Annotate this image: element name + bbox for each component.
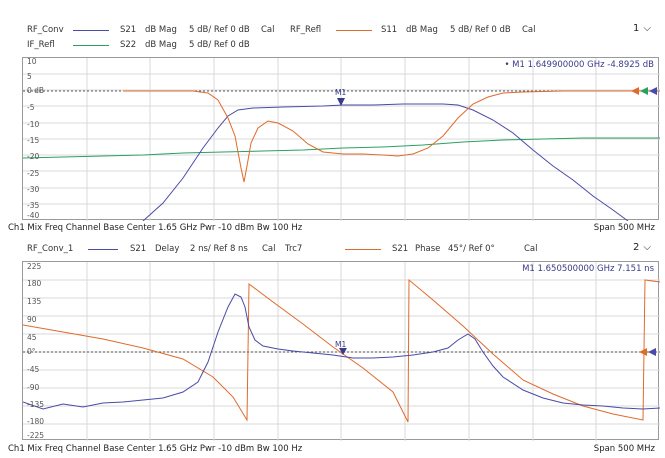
trace-delay [23, 293, 660, 410]
y-tick: -5 [27, 103, 35, 112]
y-tick: -40 [27, 211, 40, 220]
trace-color-swatch [73, 30, 109, 31]
y-tick: 225 [27, 262, 42, 271]
diagram-2-canvas [23, 262, 660, 441]
cal-status: Cal [522, 25, 536, 35]
trace-scale[interactable]: 5 dB/ Ref 0 dB [189, 40, 250, 50]
span-readout[interactable]: Span 500 MHz [593, 223, 655, 233]
ref-level-arrow-icon[interactable] [631, 87, 639, 95]
trace-s11 [123, 90, 660, 183]
grid [23, 262, 660, 441]
y-tick: 180 [27, 279, 42, 288]
y-tick: 90 [27, 315, 37, 324]
trace-scale[interactable]: 45°/ Ref 0° [448, 244, 495, 254]
cal-status: Cal [262, 244, 276, 254]
trace-format[interactable]: dB Mag [145, 25, 177, 35]
diagram-area-2[interactable]: M1 M1 1.650500000 GHz 7.151 ns [22, 261, 660, 441]
y-tick: 10 [27, 57, 37, 66]
y-tick: -45 [27, 365, 40, 374]
trace-name-rf-conv[interactable]: RF_Conv [27, 25, 64, 35]
trace-format[interactable]: dB Mag [406, 25, 438, 35]
grid [23, 58, 660, 221]
trace-param[interactable]: S22 [120, 40, 137, 50]
channel-info-bar[interactable]: Ch1 Mix Freq Channel Base Center 1.65 GH… [8, 444, 303, 454]
y-tick: -225 [27, 431, 45, 440]
ref-level-arrow-icon[interactable] [640, 87, 648, 95]
trace-scale[interactable]: 2 ns/ Ref 8 ns [190, 244, 248, 254]
channel-info-bar[interactable]: Ch1 Mix Freq Channel Base Center 1.65 GH… [8, 223, 303, 233]
y-tick: -35 [27, 201, 40, 210]
marker-m1-label: M1 [335, 340, 347, 349]
marker-m1-label: M1 [335, 88, 347, 97]
diagram-area-1[interactable]: M1 • M1 1.649900000 GHz -4.8925 dB [22, 57, 660, 221]
trace-param[interactable]: S21 [120, 25, 137, 35]
trace-format[interactable]: dB Mag [145, 40, 177, 50]
trace-param[interactable]: S11 [381, 25, 398, 35]
window-menu-button[interactable]: 1 ⌵ [633, 23, 651, 34]
y-tick: -10 [27, 120, 40, 129]
trace-color-swatch [345, 249, 381, 250]
trace-format[interactable]: Delay [155, 244, 180, 254]
ref-level-arrow-icon[interactable] [649, 87, 657, 95]
window-number: 2 [633, 242, 640, 253]
y-tick: 0° [27, 347, 36, 356]
diagram-1-canvas [23, 58, 660, 221]
chevron-down-icon: ⌵ [643, 242, 651, 253]
ref-level-arrow-icon[interactable] [648, 348, 656, 356]
trace-format[interactable]: Phase [415, 244, 441, 254]
y-tick: 5 [27, 72, 32, 81]
span-readout[interactable]: Span 500 MHz [593, 444, 655, 454]
y-tick: 135 [27, 297, 42, 306]
trace-name-rf-refl[interactable]: RF_Refl [290, 25, 322, 35]
y-tick: -15 [27, 136, 40, 145]
marker-m1-icon[interactable] [337, 98, 345, 106]
trace-s22 [23, 137, 660, 159]
trace-scale[interactable]: 5 dB/ Ref 0 dB [450, 25, 511, 35]
trace-name-if-refl[interactable]: IF_Refl [27, 40, 55, 50]
y-tick: -90 [27, 383, 40, 392]
y-tick: -20 [27, 152, 40, 161]
trace-number: Trc7 [285, 244, 303, 254]
marker-readout[interactable]: M1 1.650500000 GHz 7.151 ns [522, 264, 654, 274]
marker-readout[interactable]: • M1 1.649900000 GHz -4.8925 dB [504, 60, 654, 70]
window-menu-button[interactable]: 2 ⌵ [633, 242, 651, 253]
cal-status: Cal [524, 244, 538, 254]
y-tick: -135 [27, 400, 45, 409]
y-tick: -30 [27, 185, 40, 194]
trace-color-swatch [73, 45, 109, 46]
trace-color-swatch [88, 249, 118, 250]
window-number: 1 [633, 23, 640, 34]
chevron-down-icon: ⌵ [643, 23, 651, 34]
y-tick: -180 [27, 417, 45, 426]
trace-param[interactable]: S21 [392, 244, 409, 254]
trace-s21 [142, 103, 629, 221]
trace-name-rf-conv-1[interactable]: RF_Conv_1 [27, 244, 74, 254]
marker-m1-icon[interactable] [339, 348, 347, 355]
y-tick: 45 [27, 333, 37, 342]
trace-scale[interactable]: 5 dB/ Ref 0 dB [189, 25, 250, 35]
cal-status: Cal [261, 25, 275, 35]
y-tick: 0 dB [27, 86, 45, 95]
trace-color-swatch [336, 30, 372, 31]
ref-level-arrow-icon[interactable] [639, 348, 647, 356]
trace-param[interactable]: S21 [130, 244, 147, 254]
y-tick: -25 [27, 169, 40, 178]
